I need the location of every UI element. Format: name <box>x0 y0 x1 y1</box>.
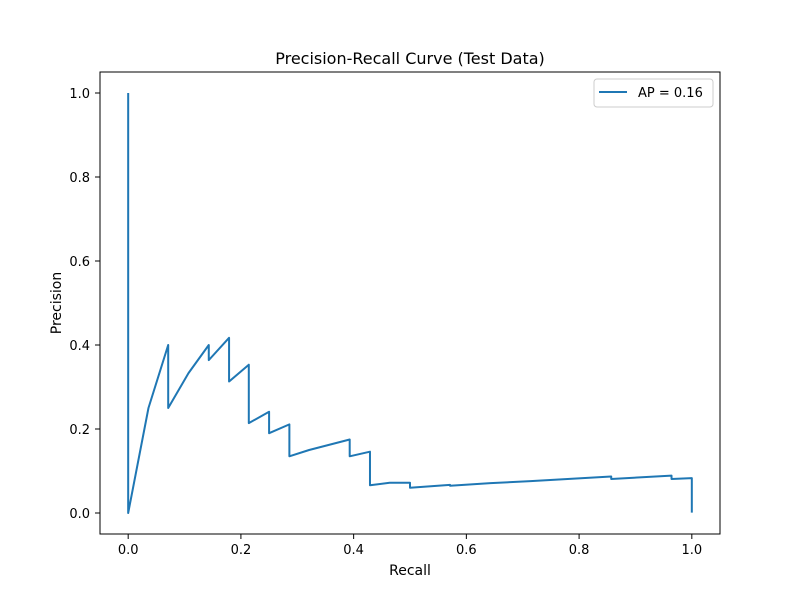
y-ticks-layer: 0.0 0.2 0.4 0.6 0.8 1.0 <box>69 87 100 522</box>
legend-label: AP = 0.16 <box>638 86 703 101</box>
y-tick-label: 0.6 <box>69 255 90 270</box>
x-tick-label: 0.0 <box>118 543 139 558</box>
y-tick-label: 0.8 <box>69 171 90 186</box>
y-tick-label: 0.2 <box>69 423 90 438</box>
plot-area-frame <box>99 71 721 535</box>
legend: AP = 0.16 <box>593 78 714 108</box>
legend-box <box>593 78 714 108</box>
x-tick-label: 1.0 <box>681 543 702 558</box>
x-axis-label: Recall <box>389 563 431 579</box>
x-tick-label: 0.6 <box>456 543 477 558</box>
chart-title: Precision-Recall Curve (Test Data) <box>275 49 545 68</box>
y-tick-label: 0.4 <box>69 339 90 354</box>
x-tick-label: 0.8 <box>569 543 590 558</box>
x-tick-label: 0.2 <box>231 543 252 558</box>
y-axis-label: Precision <box>49 272 65 334</box>
y-tick-label: 1.0 <box>69 87 90 102</box>
x-tick-label: 0.4 <box>343 543 364 558</box>
series-line-0 <box>127 93 693 514</box>
x-ticks-layer: 0.0 0.2 0.4 0.6 0.8 1.0 <box>118 534 702 558</box>
y-tick-label: 0.0 <box>69 507 90 522</box>
plot-line-layer <box>127 93 693 514</box>
